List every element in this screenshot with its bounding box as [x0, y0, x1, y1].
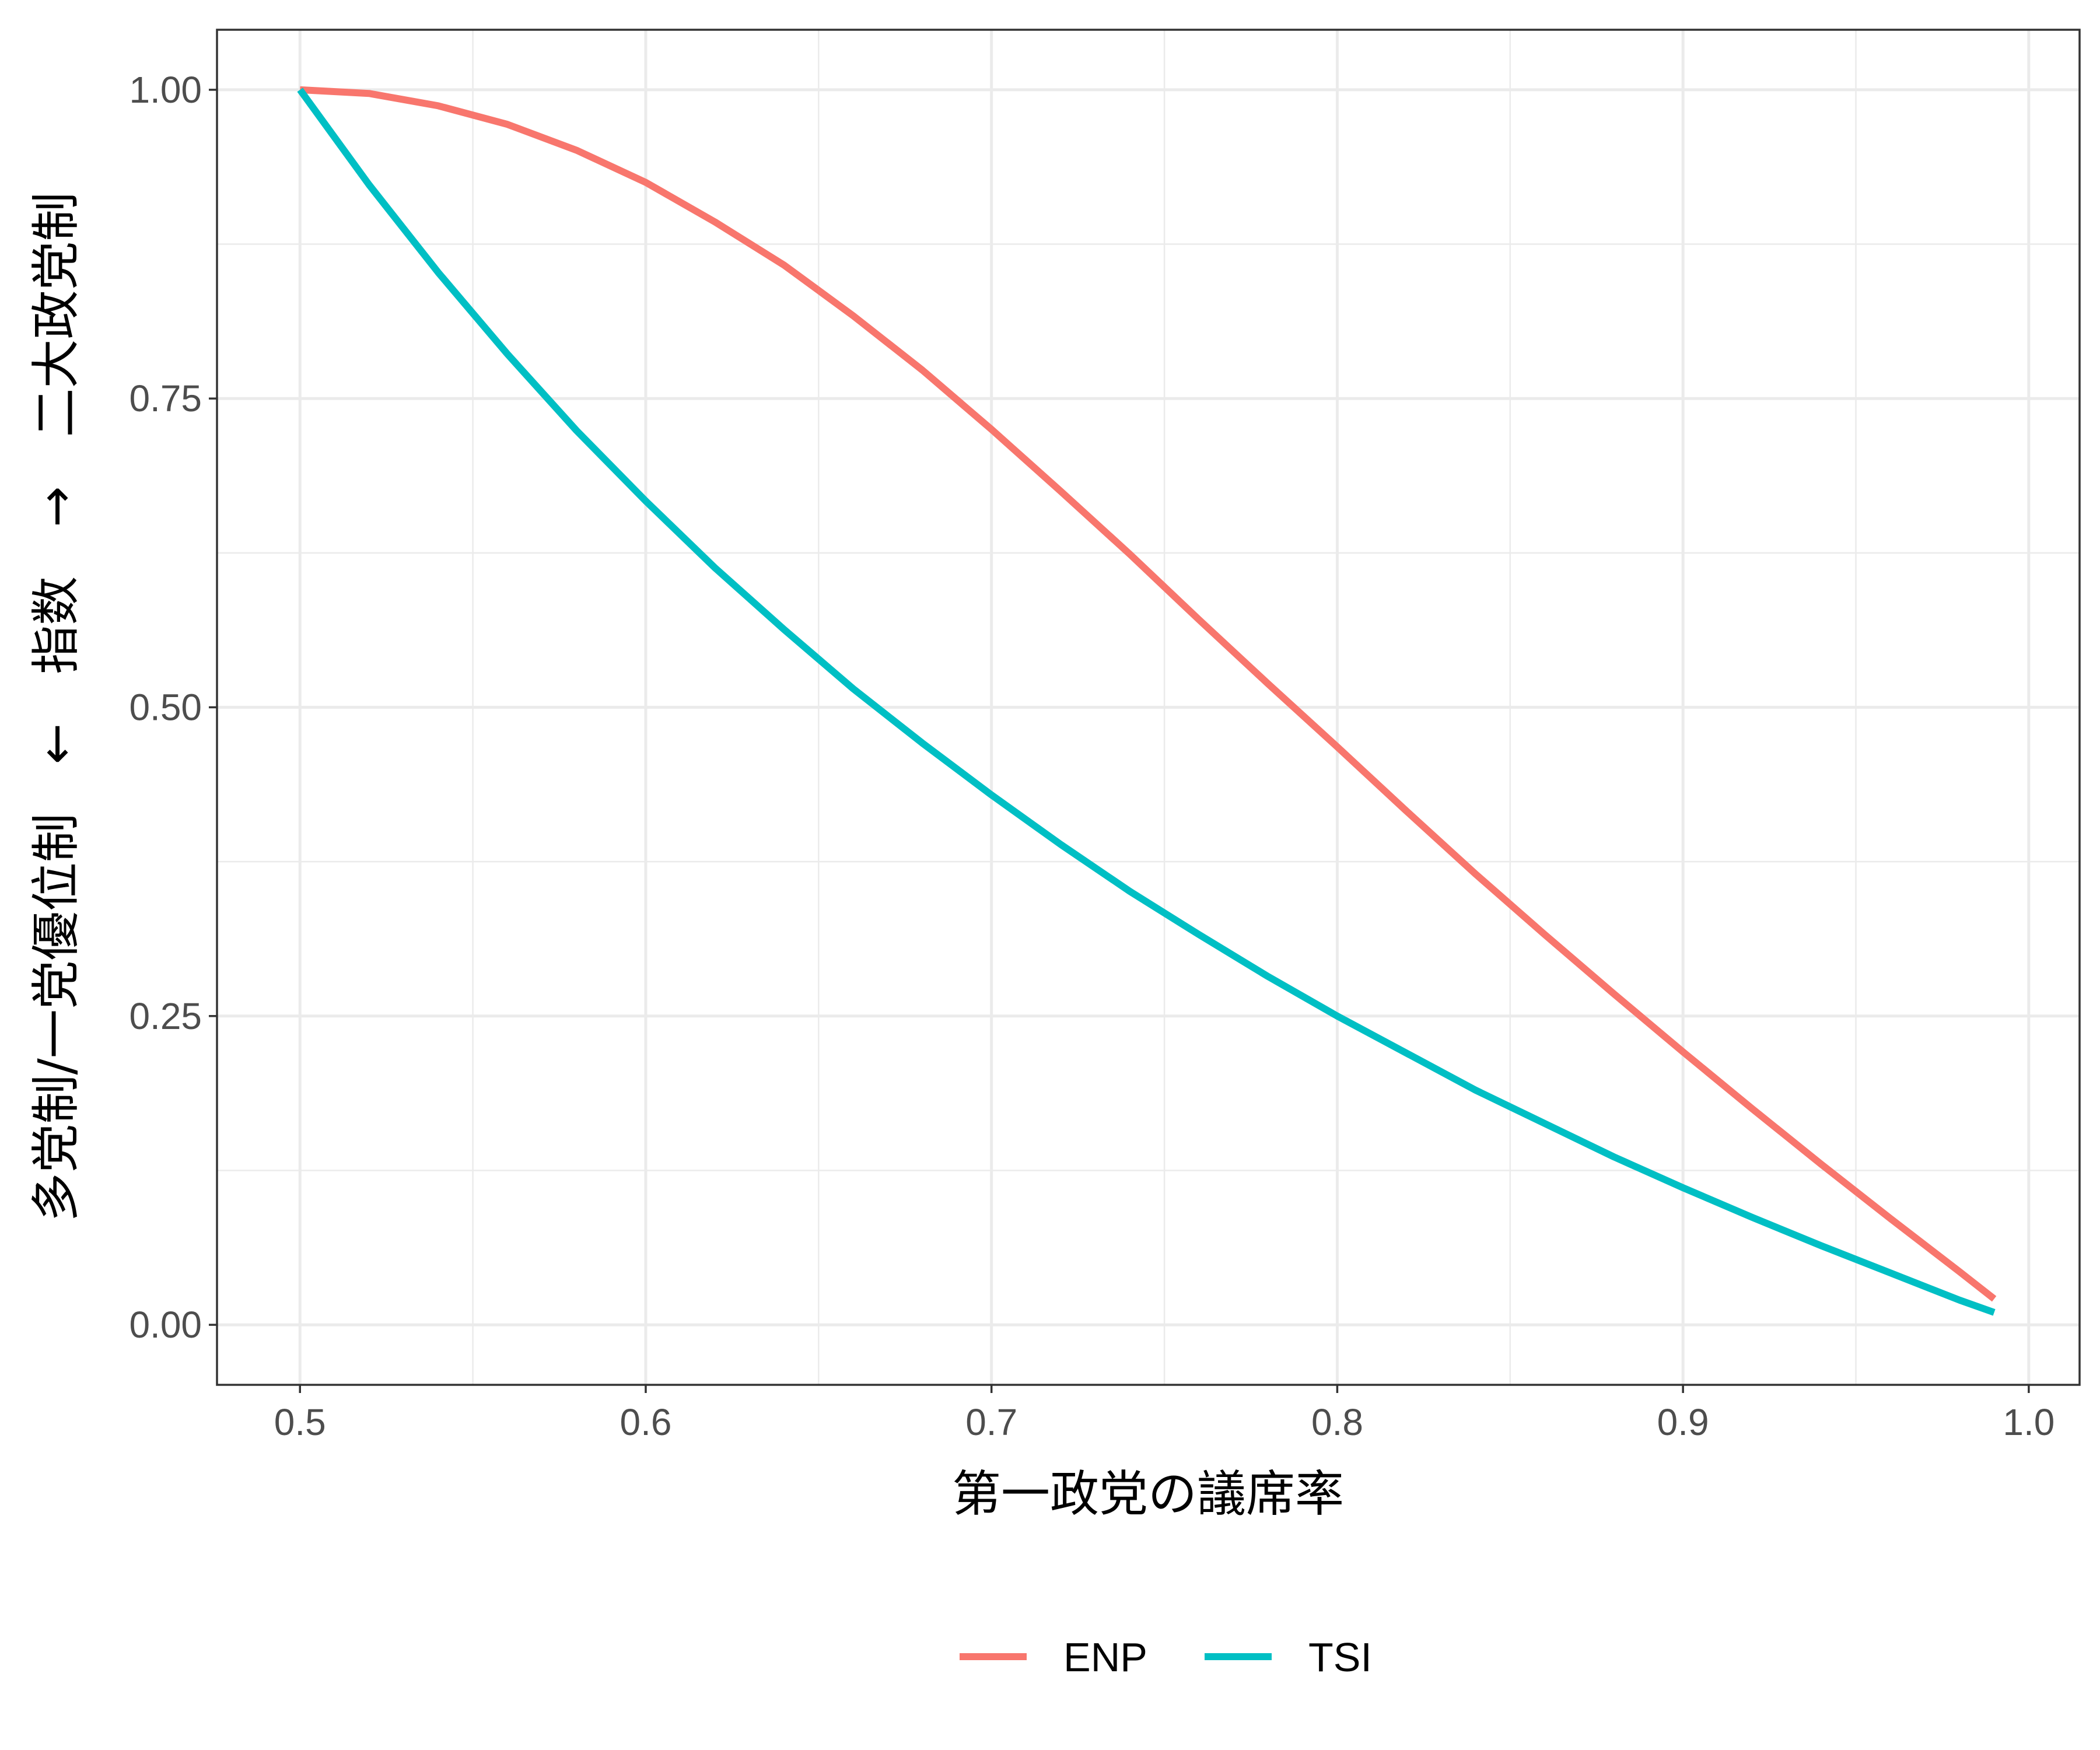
- y-tick-label: 0.50: [129, 687, 202, 729]
- x-axis-ticks: 0.5 0.6 0.7 0.8 0.9 1.0: [274, 1385, 2054, 1443]
- x-tick-label: 0.8: [1311, 1401, 1363, 1443]
- series-line-tsi: [297, 88, 1996, 1316]
- legend: ENP TSI: [960, 1634, 1372, 1680]
- y-axis-ticks: 0.00 0.25 0.50 0.75 1.00: [129, 69, 217, 1346]
- legend-label-enp: ENP: [1063, 1634, 1147, 1680]
- major-gridlines: [217, 30, 2080, 1385]
- legend-label-tsi: TSI: [1308, 1634, 1372, 1680]
- y-tick-label: 0.75: [129, 377, 202, 419]
- x-tick-label: 0.5: [274, 1401, 326, 1443]
- y-axis-title: 多党制/一党優位制 ← 指数 → 二大政党制: [27, 192, 85, 1222]
- x-tick-label: 0.6: [620, 1401, 671, 1443]
- y-tick-label: 1.00: [129, 69, 202, 111]
- y-tick-label: 0.00: [129, 1304, 202, 1346]
- x-tick-label: 0.7: [965, 1401, 1017, 1443]
- x-tick-label: 0.9: [1657, 1401, 1709, 1443]
- x-tick-label: 1.0: [2003, 1401, 2054, 1443]
- series-line-enp: [299, 86, 1997, 1302]
- x-axis-title: 第一政党の議席率: [952, 1465, 1344, 1522]
- y-tick-label: 0.25: [129, 995, 202, 1037]
- series-lines: [297, 86, 1997, 1316]
